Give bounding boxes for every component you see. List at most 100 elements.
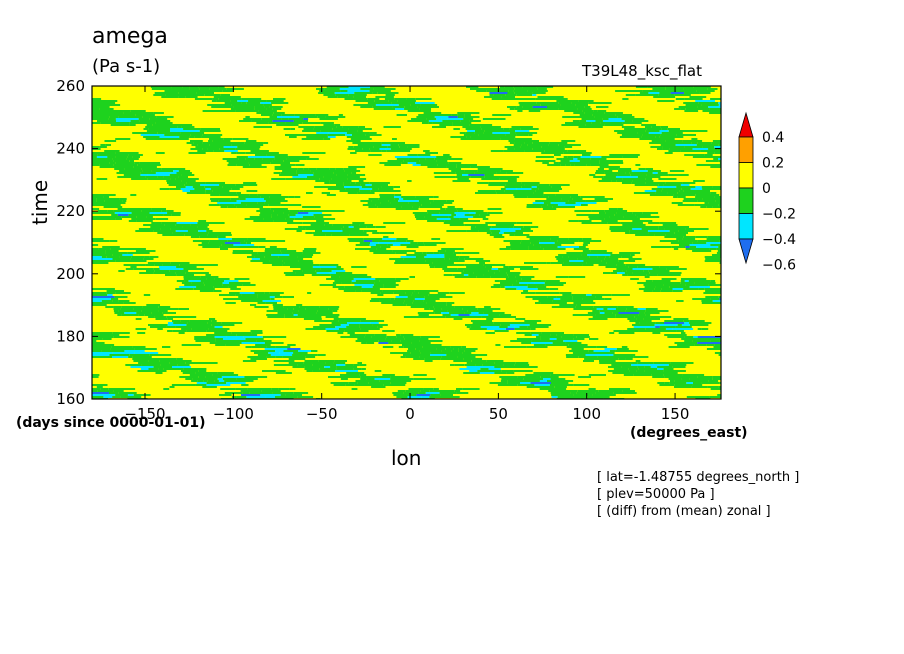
- field-cell: [540, 376, 559, 378]
- field-cell: [218, 238, 232, 240]
- field-cell: [550, 238, 569, 240]
- field-cell: [206, 334, 223, 336]
- field-cell: [357, 192, 375, 194]
- field-cell: [116, 120, 131, 122]
- field-cell: [465, 324, 487, 326]
- field-cell: [175, 178, 199, 180]
- field-cell: [509, 324, 530, 326]
- field-cell: [526, 266, 533, 268]
- field-cell: [506, 172, 524, 174]
- field-cell: [652, 280, 671, 282]
- field-cell: [422, 122, 429, 124]
- field-cell: [520, 228, 531, 230]
- field-cell: [433, 388, 439, 390]
- field-cell: [613, 368, 629, 370]
- field-cell: [400, 256, 416, 258]
- field-cell: [569, 260, 584, 262]
- field-cell: [538, 188, 562, 190]
- field-cell: [111, 214, 118, 216]
- field-cell: [338, 320, 361, 322]
- field-cell: [92, 298, 97, 300]
- field-cell: [302, 250, 316, 252]
- field-cell: [358, 126, 365, 128]
- field-cell: [282, 296, 294, 298]
- field-cell: [647, 86, 666, 88]
- y-tick-label: 260: [56, 77, 85, 95]
- field-cell: [658, 178, 677, 180]
- field-cell: [337, 366, 358, 368]
- field-cell: [219, 148, 236, 150]
- field-cell: [163, 368, 184, 370]
- field-cell: [677, 344, 695, 346]
- field-cell: [557, 240, 566, 242]
- field-cell: [635, 90, 643, 92]
- field-cell: [399, 380, 412, 382]
- field-cell: [520, 242, 531, 244]
- field-cell: [205, 190, 213, 192]
- field-cell: [436, 218, 451, 220]
- field-cell: [218, 200, 237, 202]
- field-cell: [691, 190, 710, 192]
- field-cell: [585, 354, 610, 356]
- field-cell: [176, 222, 198, 224]
- field-cell: [483, 370, 502, 372]
- field-cell: [118, 270, 125, 272]
- field-cell: [588, 350, 594, 352]
- field-cell: [585, 352, 606, 354]
- field-cell: [390, 240, 396, 242]
- field-cell: [702, 188, 721, 190]
- field-cell: [126, 158, 139, 160]
- field-cell: [709, 112, 721, 114]
- field-cell: [308, 212, 323, 214]
- field-cell: [326, 86, 341, 88]
- field-cell: [659, 282, 671, 284]
- field-cell: [527, 284, 545, 286]
- field-cell: [552, 300, 573, 302]
- field-cell: [92, 212, 115, 214]
- field-cell: [487, 362, 495, 364]
- field-cell: [348, 324, 360, 326]
- field-cell: [588, 388, 596, 390]
- field-cell: [336, 272, 353, 274]
- field-cell: [328, 308, 339, 310]
- field-cell: [499, 312, 505, 314]
- field-cell: [624, 272, 633, 274]
- field-cell: [494, 136, 516, 138]
- field-cell: [397, 390, 406, 392]
- field-cell: [424, 216, 449, 218]
- field-cell: [231, 104, 248, 106]
- field-cell: [379, 280, 401, 282]
- field-cell: [453, 348, 459, 350]
- field-cell: [576, 304, 582, 306]
- field-cell: [302, 226, 326, 228]
- field-cell: [692, 340, 711, 342]
- field-cell: [231, 188, 240, 190]
- field-cell: [516, 332, 531, 334]
- field-cell: [522, 86, 537, 88]
- field-cell: [374, 282, 396, 284]
- field-cell: [138, 314, 145, 316]
- field-cell: [714, 352, 721, 354]
- field-cell: [638, 288, 655, 290]
- field-cell: [507, 380, 523, 382]
- field-cell: [434, 196, 439, 198]
- field-cell: [226, 88, 244, 90]
- field-cell: [140, 368, 149, 370]
- field-cell: [343, 290, 356, 292]
- field-cell: [208, 204, 220, 206]
- field-cell: [624, 128, 647, 130]
- field-cell: [300, 308, 306, 310]
- field-cell: [481, 178, 500, 180]
- field-cell: [487, 324, 501, 326]
- field-cell: [632, 228, 642, 230]
- field-cell: [621, 372, 637, 374]
- field-cell: [416, 116, 435, 118]
- field-cell: [392, 300, 405, 302]
- field-cell: [141, 364, 161, 366]
- field-cell: [457, 356, 476, 358]
- field-cell: [609, 350, 616, 352]
- field-cell: [312, 116, 318, 118]
- field-cell: [408, 388, 424, 390]
- field-cell: [401, 206, 413, 208]
- field-cell: [247, 388, 272, 390]
